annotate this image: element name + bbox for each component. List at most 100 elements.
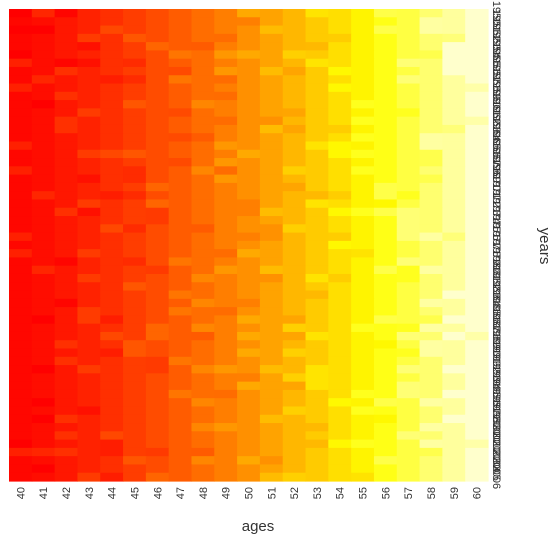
heatmap-cell [396,182,421,192]
heatmap-cell [465,100,489,109]
heatmap-cell [31,323,56,333]
heatmap-cell [54,75,79,85]
heatmap-cell [100,108,124,118]
heatmap-cell [191,257,215,267]
heatmap-cell [168,124,193,134]
heatmap-cell [237,331,261,341]
heatmap-cell [396,91,421,101]
heatmap-cell [9,17,33,27]
heatmap-cell [237,91,261,101]
heatmap-cell [100,398,124,408]
heatmap-cell [54,9,79,18]
heatmap-cell [31,133,56,143]
heatmap-cell [31,456,56,466]
heatmap-cell [123,464,147,474]
heatmap-cell [191,207,215,217]
heatmap-cell [100,66,124,76]
heatmap-cell [77,307,101,316]
heatmap-cell [282,456,307,466]
heatmap-cell [373,273,398,283]
heatmap-cell [259,282,284,292]
heatmap-cell [191,158,215,167]
heatmap-cell [282,373,307,383]
heatmap-cell [145,124,170,134]
heatmap-cell [396,373,421,383]
heatmap-cell [123,50,147,60]
heatmap-cell [328,472,352,482]
heatmap-cell [54,240,79,250]
heatmap-cell [31,108,56,118]
heatmap-cell [77,340,101,350]
heatmap-cell [396,58,421,68]
heatmap-cell [351,224,375,234]
heatmap-cell [100,199,124,209]
heatmap-cell [145,398,170,408]
heatmap-cell [465,423,489,432]
heatmap-cell [305,207,329,217]
heatmap-cell [54,356,79,366]
heatmap-cell [442,191,466,201]
heatmap-cell [328,298,352,308]
heatmap-cell [351,216,375,225]
heatmap-cell [214,290,238,300]
heatmap-cell [465,224,489,234]
heatmap-cell [305,414,329,424]
heatmap-cell [54,439,79,449]
heatmap-cell [214,456,238,466]
heatmap-cell [282,365,307,374]
heatmap-cell [305,331,329,341]
heatmap-cell [214,323,238,333]
heatmap-cell [442,58,466,68]
heatmap-cell [419,75,443,85]
heatmap-cell [168,423,193,432]
heatmap-cell [237,174,261,184]
heatmap-cell [145,315,170,325]
heatmap-cell [77,323,101,333]
heatmap-cell [9,174,33,184]
heatmap-cell [123,406,147,416]
heatmap-cell [373,9,398,18]
heatmap-cell [305,348,329,358]
heatmap-cell [191,323,215,333]
heatmap-cell [351,240,375,250]
heatmap-cell [419,174,443,184]
heatmap-cell [31,340,56,350]
heatmap-cell [9,464,33,474]
heatmap-cell [168,356,193,366]
heatmap-cell [100,414,124,424]
heatmap-cell [259,356,284,366]
heatmap-cell [168,315,193,325]
heatmap-cell [145,83,170,93]
heatmap-cell [237,381,261,391]
heatmap-cell [9,232,33,242]
heatmap-cell [9,257,33,267]
heatmap-cell [282,265,307,275]
heatmap-cell [237,216,261,225]
heatmap-cell [259,124,284,134]
heatmap-cell [396,307,421,316]
heatmap-cell [214,191,238,201]
heatmap-cell [419,439,443,449]
heatmap-cell [442,91,466,101]
y-tick-label: 1995 [490,374,502,398]
heatmap-cell [305,265,329,275]
heatmap-cell [396,356,421,366]
heatmap-cell [100,340,124,350]
heatmap-cell [351,348,375,358]
heatmap-cell [328,133,352,143]
heatmap-cell [328,158,352,167]
heatmap-cell [237,9,261,18]
heatmap-cell [419,456,443,466]
x-tick-label: 60 [472,487,484,499]
heatmap-cell [396,331,421,341]
heatmap-cell [191,83,215,93]
heatmap-cell [351,447,375,457]
heatmap-cell [168,66,193,76]
heatmap-cell [351,100,375,109]
heatmap-cell [282,232,307,242]
heatmap-cell [282,398,307,408]
heatmap-cell [373,373,398,383]
x-tick-label: 49 [221,487,233,499]
heatmap-cell [419,431,443,441]
heatmap-cell [373,365,398,374]
